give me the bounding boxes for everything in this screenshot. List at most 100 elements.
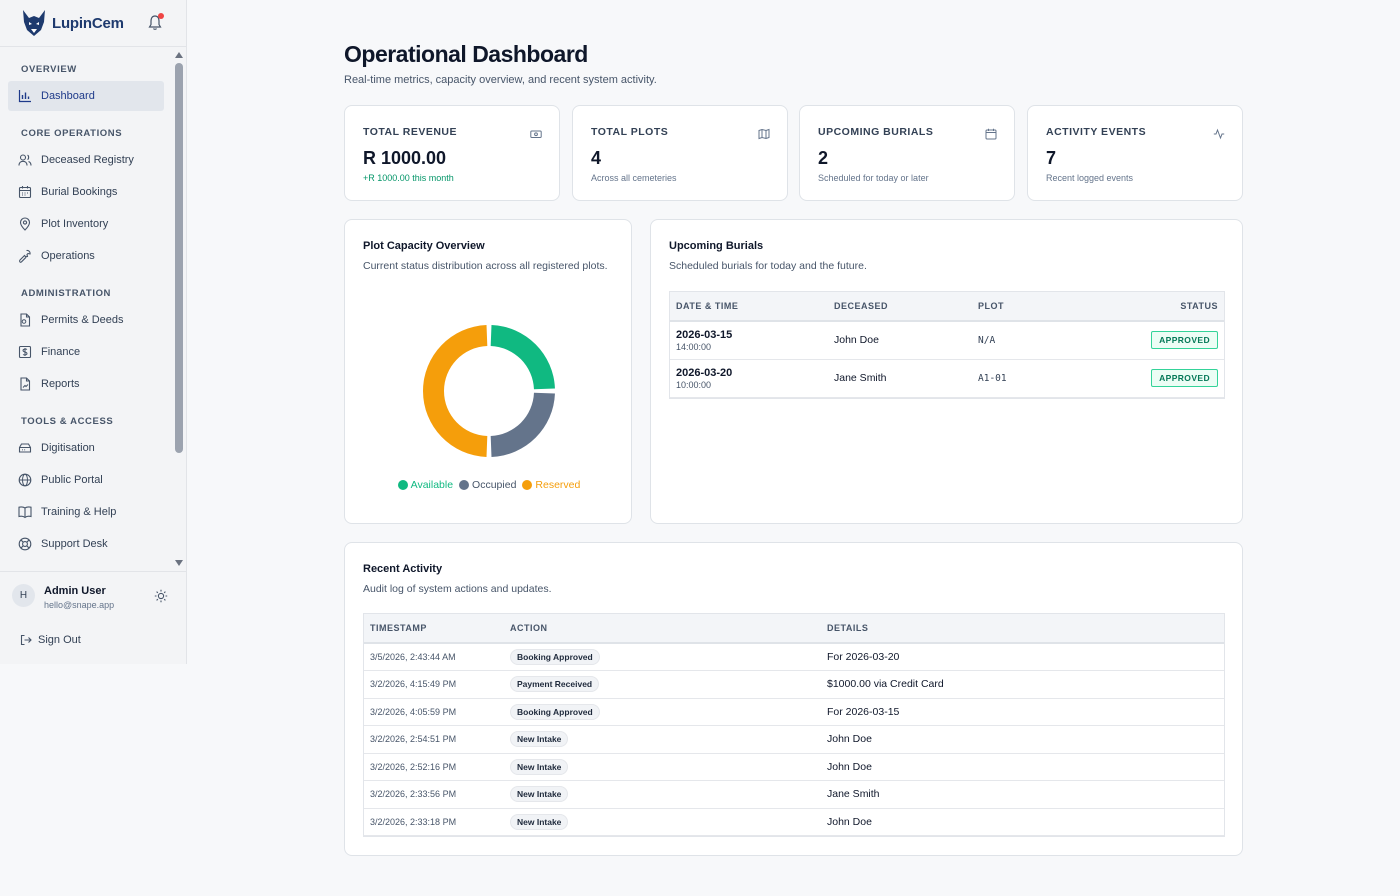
column-header-plot[interactable]: PLOT <box>972 292 1112 322</box>
activity-icon <box>1213 128 1225 140</box>
sidebar-item-permits-deeds[interactable]: Permits & Deeds <box>8 305 164 335</box>
lifebuoy-icon <box>18 537 32 551</box>
legend-item-reserved[interactable]: Reserved <box>522 479 580 491</box>
action-cell: New Intake <box>504 725 821 754</box>
calendar-icon <box>18 186 32 199</box>
sidebar-item-finance[interactable]: Finance <box>8 337 164 367</box>
burial-date: 2026-03-15 <box>676 328 733 341</box>
burial-date: 2026-03-20 <box>676 366 733 379</box>
details-cell: Jane Smith <box>821 780 1224 809</box>
plot-capacity-card: Plot Capacity Overview Current status di… <box>344 219 632 524</box>
status-badge: APPROVED <box>1151 369 1218 387</box>
action-pill: Booking Approved <box>510 703 600 720</box>
bell-icon <box>148 15 162 30</box>
sidebar-item-label: Permits & Deeds <box>41 314 124 326</box>
donut-slice-available[interactable] <box>490 325 555 390</box>
legend-label: Occupied <box>472 479 517 491</box>
sign-out-button[interactable]: Sign Out <box>20 634 81 646</box>
recent-activity-card: Recent Activity Audit log of system acti… <box>344 542 1243 856</box>
action-pill: Booking Approved <box>510 649 600 665</box>
avatar[interactable]: H <box>12 584 35 607</box>
sidebar-item-label: Finance <box>41 346 81 358</box>
scrollbar-thumb[interactable] <box>175 63 183 453</box>
table-row[interactable]: 3/2/2026, 2:33:18 PM New Intake John Doe <box>364 808 1224 836</box>
column-header-deceased[interactable]: DECEASED <box>828 292 972 322</box>
sidebar: LupinCem OVERVIEW Dashboard CORE OPERATI… <box>0 0 187 664</box>
sidebar-item-digitisation[interactable]: Digitisation <box>8 433 164 463</box>
donut-slice-occupied[interactable] <box>490 392 555 457</box>
stat-hint: Across all cemeteries <box>591 173 677 183</box>
column-header-date-time[interactable]: DATE & TIME <box>670 292 828 322</box>
upcoming-burials-card: Upcoming Burials Scheduled burials for t… <box>650 219 1243 524</box>
stat-card-total-revenue: TOTAL REVENUE R 1000.00 +R 1000.00 this … <box>344 105 560 201</box>
action-cell: Booking Approved <box>504 643 821 671</box>
column-header-timestamp[interactable]: TIMESTAMP <box>364 614 504 644</box>
table-row[interactable]: 2026-03-15 14:00:00 John Doe N/A APPROVED <box>670 321 1224 360</box>
table-row[interactable]: 3/2/2026, 2:52:16 PM New Intake John Doe <box>364 753 1224 781</box>
map-icon <box>758 128 770 140</box>
upcoming-burials-table: DATE & TIME DECEASED PLOT STATUS 2026-03… <box>669 291 1225 399</box>
sidebar-item-reports[interactable]: Reports <box>8 369 164 399</box>
stat-label: TOTAL REVENUE <box>363 126 458 138</box>
action-pill: New Intake <box>510 731 569 748</box>
section-title-core-operations: CORE OPERATIONS <box>21 128 123 139</box>
sidebar-item-label: Support Desk <box>41 538 108 550</box>
money-icon <box>530 130 542 138</box>
sidebar-item-support-desk[interactable]: Support Desk <box>8 529 164 559</box>
user-panel: H Admin User hello@snape.app Sign Out <box>0 571 187 664</box>
sidebar-item-label: Dashboard <box>41 90 95 102</box>
stat-hint: Scheduled for today or later <box>818 173 929 183</box>
sidebar-item-deceased-registry[interactable]: Deceased Registry <box>8 145 164 175</box>
column-header-details[interactable]: DETAILS <box>821 614 1224 644</box>
stat-hint: Recent logged events <box>1046 173 1134 183</box>
sidebar-scrollbar[interactable] <box>172 48 186 570</box>
column-header-action[interactable]: ACTION <box>504 614 821 644</box>
scroll-up-arrow-icon[interactable] <box>175 52 183 58</box>
recent-activity-table: TIMESTAMP ACTION DETAILS 3/5/2026, 2:43:… <box>363 613 1225 837</box>
legend-swatch <box>459 480 470 490</box>
details-cell: For 2026-03-15 <box>821 698 1224 726</box>
legend-swatch <box>522 480 533 490</box>
section-title-overview: OVERVIEW <box>21 64 77 75</box>
brand[interactable]: LupinCem <box>0 0 186 47</box>
notifications-button[interactable] <box>147 13 164 32</box>
timestamp-cell: 3/2/2026, 2:33:56 PM <box>364 780 504 809</box>
column-header-status[interactable]: STATUS <box>1112 292 1224 322</box>
bar-chart-icon <box>18 90 31 103</box>
sign-out-icon <box>20 634 32 646</box>
donut-slice-reserved[interactable] <box>422 325 488 457</box>
details-cell: $1000.00 via Credit Card <box>821 670 1224 699</box>
calendar-icon <box>985 128 997 140</box>
legend-item-available[interactable]: Available <box>397 479 453 491</box>
card-subtitle: Current status distribution across all r… <box>363 260 608 272</box>
table-row[interactable]: 3/2/2026, 2:54:51 PM New Intake John Doe <box>364 725 1224 754</box>
theme-toggle-sun-icon[interactable] <box>154 589 168 603</box>
legend-item-occupied[interactable]: Occupied <box>459 479 516 491</box>
sidebar-item-label: Public Portal <box>41 474 103 486</box>
status-badge: APPROVED <box>1151 331 1218 350</box>
card-subtitle: Scheduled burials for today and the futu… <box>669 260 867 272</box>
sidebar-item-label: Deceased Registry <box>41 154 134 166</box>
sidebar-item-burial-bookings[interactable]: Burial Bookings <box>8 177 164 207</box>
sidebar-item-dashboard[interactable]: Dashboard <box>8 81 164 111</box>
table-row[interactable]: 3/5/2026, 2:43:44 AM Booking Approved For … <box>364 643 1224 671</box>
table-row[interactable]: 3/2/2026, 2:33:56 PM New Intake Jane Smith <box>364 780 1224 809</box>
action-cell: Payment Received <box>504 670 821 699</box>
sidebar-item-operations[interactable]: Operations <box>8 241 164 271</box>
section-title-tools-access: TOOLS & ACCESS <box>21 416 114 427</box>
plot-cell: A1-01 <box>972 359 1112 398</box>
page-title: Operational Dashboard <box>344 41 588 67</box>
table-row[interactable]: 3/2/2026, 4:05:59 PM Booking Approved For … <box>364 698 1224 726</box>
sidebar-item-plot-inventory[interactable]: Plot Inventory <box>8 209 164 239</box>
sidebar-item-label: Burial Bookings <box>41 186 118 198</box>
wolf-logo-icon <box>23 10 45 36</box>
scroll-down-arrow-icon[interactable] <box>175 560 183 566</box>
sidebar-item-public-portal[interactable]: Public Portal <box>8 465 164 495</box>
sidebar-item-training-help[interactable]: Training & Help <box>8 497 164 527</box>
action-cell: New Intake <box>504 780 821 809</box>
table-row[interactable]: 3/2/2026, 4:15:49 PM Payment Received $100… <box>364 670 1224 699</box>
sidebar-item-label: Operations <box>41 250 95 262</box>
table-row[interactable]: 2026-03-20 10:00:00 Jane Smith A1-01 APPR… <box>670 359 1224 398</box>
timestamp-cell: 3/2/2026, 2:52:16 PM <box>364 753 504 781</box>
section-title-administration: ADMINISTRATION <box>21 288 112 299</box>
